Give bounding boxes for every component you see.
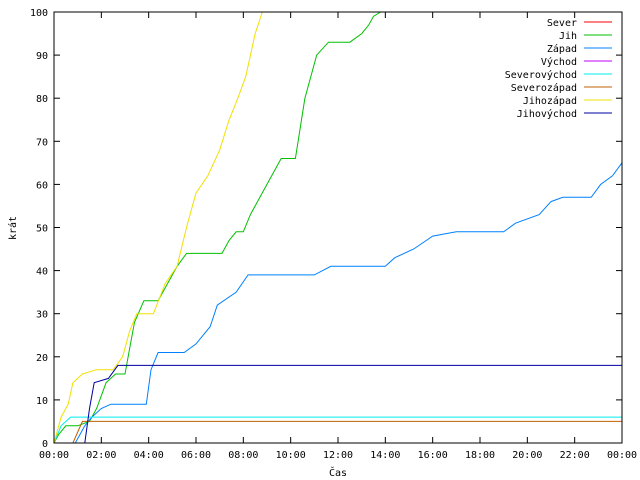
x-tick-label: 18:00 <box>465 450 495 461</box>
y-tick-label: 100 <box>30 8 48 19</box>
legend-label: Západ <box>547 43 577 55</box>
series-line-6 <box>53 11 263 444</box>
y-tick-label: 60 <box>36 180 48 191</box>
legend-label: Severovýchod <box>505 69 577 81</box>
y-axis-ticks: 0 10 20 30 40 50 60 70 80 90 100 <box>30 8 622 450</box>
y-tick-label: 20 <box>36 353 48 364</box>
x-tick-label: 14:00 <box>370 450 400 461</box>
y-tick-label: 40 <box>36 267 48 278</box>
y-axis-label: krát <box>7 216 19 240</box>
series-line-1 <box>53 11 381 444</box>
x-tick-label: 06:00 <box>181 450 211 461</box>
legend-label: Východ <box>541 56 577 68</box>
y-tick-label: 90 <box>36 51 48 62</box>
x-tick-label: 00:00 <box>39 450 69 461</box>
x-tick-label: 02:00 <box>86 450 116 461</box>
legend-label: Severozápad <box>511 82 577 94</box>
x-tick-label: 08:00 <box>228 450 258 461</box>
y-tick-label: 0 <box>42 439 48 450</box>
x-tick-label: 10:00 <box>276 450 306 461</box>
x-tick-label: 16:00 <box>418 450 448 461</box>
x-tick-label: 20:00 <box>512 450 542 461</box>
series-line-2 <box>54 162 623 444</box>
y-tick-label: 50 <box>36 224 48 235</box>
x-axis-ticks: 00:00 02:00 04:00 06:00 08:00 10:00 12:00 14:00… <box>39 12 637 461</box>
series-line-4 <box>53 416 622 444</box>
legend-label: Sever <box>547 18 577 29</box>
x-tick-label: 00:00 <box>607 450 637 461</box>
legend-label: Jih <box>559 31 577 42</box>
y-tick-label: 70 <box>36 137 48 148</box>
y-tick-label: 10 <box>36 396 48 407</box>
x-tick-label: 04:00 <box>134 450 164 461</box>
x-tick-label: 12:00 <box>323 450 353 461</box>
legend: Sever JihZápadVýchodSeverovýchodSeverozáp… <box>505 18 612 120</box>
y-tick-label: 80 <box>36 94 48 105</box>
x-tick-label: 22:00 <box>560 450 590 461</box>
legend-label: Jihozápad <box>523 95 577 107</box>
y-tick-label: 30 <box>36 310 48 321</box>
legend-label: Jihovýchod <box>517 108 577 120</box>
x-axis-label: Čas <box>329 466 347 479</box>
